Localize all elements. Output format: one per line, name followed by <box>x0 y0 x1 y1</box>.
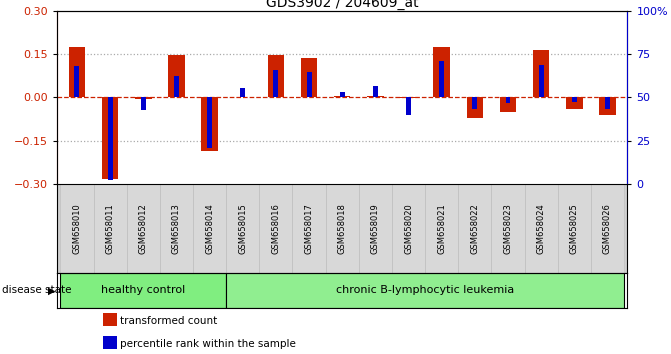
Bar <box>160 184 193 273</box>
Bar <box>392 184 425 273</box>
Text: GSM658017: GSM658017 <box>305 203 313 254</box>
Bar <box>505 97 511 103</box>
Bar <box>301 58 317 97</box>
Text: GSM658021: GSM658021 <box>437 203 446 254</box>
Bar <box>406 97 411 115</box>
Bar <box>572 97 577 102</box>
Text: GSM658024: GSM658024 <box>537 203 546 254</box>
Bar <box>268 55 285 97</box>
Text: GSM658012: GSM658012 <box>139 203 148 254</box>
Bar <box>491 184 525 273</box>
Text: chronic B-lymphocytic leukemia: chronic B-lymphocytic leukemia <box>336 285 514 295</box>
Bar <box>472 97 477 109</box>
Text: transformed count: transformed count <box>120 316 217 326</box>
Bar <box>440 61 444 97</box>
Text: GSM658015: GSM658015 <box>238 203 247 254</box>
Bar <box>273 70 278 97</box>
Bar <box>605 97 610 109</box>
Bar <box>168 56 185 97</box>
Bar <box>373 86 378 97</box>
Bar <box>127 184 160 273</box>
Bar <box>539 65 544 97</box>
Bar <box>259 184 293 273</box>
Text: GSM658019: GSM658019 <box>371 203 380 254</box>
Text: GSM658014: GSM658014 <box>205 203 214 254</box>
Bar <box>525 184 558 273</box>
Text: GSM658018: GSM658018 <box>338 203 347 254</box>
Bar <box>425 184 458 273</box>
Text: GSM658016: GSM658016 <box>271 203 280 254</box>
Text: GSM658022: GSM658022 <box>470 203 479 254</box>
Bar <box>201 97 218 151</box>
Text: disease state: disease state <box>2 285 72 295</box>
Text: GSM658011: GSM658011 <box>105 203 115 254</box>
Bar <box>240 88 245 97</box>
Bar <box>500 97 516 112</box>
Bar <box>558 184 591 273</box>
Bar <box>340 92 345 97</box>
Bar <box>60 184 93 273</box>
Bar <box>367 96 384 97</box>
Bar <box>359 184 392 273</box>
Bar <box>226 273 624 308</box>
Bar <box>533 50 550 97</box>
Bar <box>141 97 146 110</box>
Bar <box>135 97 152 98</box>
Bar <box>400 97 417 98</box>
Text: GSM658020: GSM658020 <box>404 203 413 254</box>
Bar <box>226 184 259 273</box>
Bar <box>103 313 117 326</box>
Bar <box>466 97 483 118</box>
Text: GSM658023: GSM658023 <box>503 203 513 254</box>
Bar <box>107 97 113 180</box>
Bar <box>93 184 127 273</box>
Bar <box>458 184 491 273</box>
Bar <box>174 76 179 97</box>
Bar <box>207 97 212 148</box>
Bar <box>433 47 450 97</box>
Bar <box>103 336 117 349</box>
Bar <box>293 184 325 273</box>
Bar <box>60 273 226 308</box>
Bar <box>68 47 85 97</box>
Bar <box>193 184 226 273</box>
Bar <box>599 97 616 115</box>
Bar <box>102 97 118 179</box>
Text: healthy control: healthy control <box>101 285 185 295</box>
Bar <box>591 184 624 273</box>
Text: ▶: ▶ <box>48 285 55 295</box>
Title: GDS3902 / 204609_at: GDS3902 / 204609_at <box>266 0 419 10</box>
Text: GSM658010: GSM658010 <box>72 203 81 254</box>
Bar <box>566 97 582 109</box>
Text: GSM658013: GSM658013 <box>172 203 181 254</box>
Text: GSM658026: GSM658026 <box>603 203 612 254</box>
Bar <box>334 96 350 97</box>
Text: GSM658025: GSM658025 <box>570 203 579 254</box>
Text: percentile rank within the sample: percentile rank within the sample <box>120 339 296 349</box>
Bar <box>307 72 311 97</box>
Bar <box>74 66 79 97</box>
Bar <box>325 184 359 273</box>
